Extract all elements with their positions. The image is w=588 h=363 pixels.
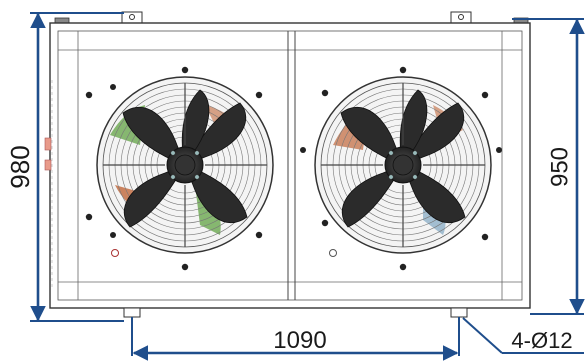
mounting-holes-label: 4-Ø12 xyxy=(511,328,572,353)
mounting-width-label: 1090 xyxy=(273,327,326,354)
dimension-lines xyxy=(30,12,585,361)
pipe-connection-upper xyxy=(44,137,52,151)
fan-right xyxy=(300,66,502,271)
top-right-mount-hole xyxy=(458,14,464,20)
inner-frame xyxy=(57,30,523,301)
top-left-mount-hole xyxy=(129,14,135,20)
top-left-mount-tab xyxy=(121,11,143,24)
pipe-connection-lower xyxy=(44,159,52,171)
hole-callout-leader xyxy=(462,317,503,354)
bottom-left-mount-tab xyxy=(123,307,141,318)
height-right-label: 950 xyxy=(546,147,573,187)
height-left-label: 980 xyxy=(5,145,35,188)
bottom-right-mount-tab xyxy=(450,307,468,318)
fan-left xyxy=(85,66,274,271)
top-right-mount-tab xyxy=(450,11,472,24)
